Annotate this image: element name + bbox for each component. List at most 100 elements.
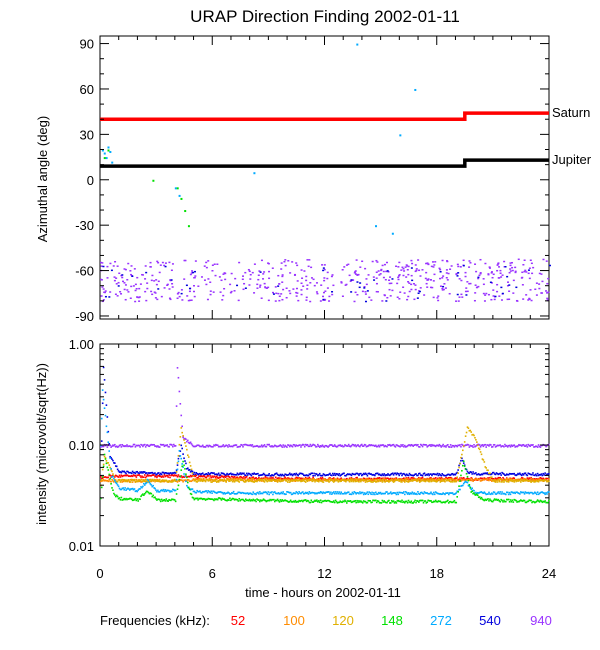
intensity-point bbox=[366, 478, 369, 480]
intensity-point bbox=[258, 446, 260, 448]
intensity-point bbox=[483, 472, 486, 475]
intensity-point bbox=[320, 491, 323, 494]
intensity-point bbox=[529, 491, 531, 494]
intensity-point bbox=[533, 446, 535, 448]
intensity-point bbox=[295, 478, 298, 480]
intensity-point bbox=[418, 477, 420, 479]
azimuth-point bbox=[401, 266, 404, 269]
intensity-point bbox=[201, 472, 203, 475]
azimuth-point bbox=[124, 268, 127, 271]
x-tick-label: 24 bbox=[542, 566, 556, 581]
azimuth-point bbox=[511, 269, 514, 272]
intensity-point bbox=[350, 479, 353, 482]
intensity-point bbox=[372, 444, 374, 447]
intensity-point bbox=[100, 446, 102, 448]
intensity-point bbox=[147, 475, 150, 477]
intensity-point bbox=[329, 444, 331, 446]
intensity-point bbox=[225, 475, 227, 478]
intensity-point bbox=[243, 472, 245, 475]
intensity-point bbox=[223, 473, 226, 475]
intensity-point bbox=[214, 479, 216, 482]
azimuth-point bbox=[281, 274, 284, 276]
intensity-point bbox=[124, 479, 126, 482]
intensity-point bbox=[129, 445, 132, 448]
intensity-point bbox=[212, 480, 214, 482]
azimuth-point bbox=[432, 266, 435, 268]
intensity-point bbox=[534, 446, 536, 448]
intensity-point bbox=[355, 492, 357, 495]
intensity-point bbox=[213, 472, 215, 474]
intensity-point bbox=[532, 479, 534, 482]
azimuth-point bbox=[414, 270, 417, 273]
intensity-point bbox=[237, 446, 240, 448]
intensity-point bbox=[410, 476, 413, 479]
intensity-point bbox=[224, 445, 227, 447]
intensity-point bbox=[389, 502, 392, 504]
intensity-point bbox=[109, 457, 111, 459]
intensity-ytick-label: 0.01 bbox=[69, 539, 94, 554]
intensity-point bbox=[442, 501, 444, 504]
intensity-point bbox=[382, 478, 385, 481]
intensity-point bbox=[380, 502, 383, 504]
intensity-point bbox=[479, 497, 482, 500]
intensity-point bbox=[232, 490, 235, 493]
intensity-point bbox=[413, 501, 415, 503]
intensity-point bbox=[367, 493, 370, 496]
intensity-point bbox=[194, 479, 197, 482]
intensity-point bbox=[400, 491, 402, 494]
intensity-point bbox=[485, 493, 487, 496]
intensity-point bbox=[530, 499, 532, 502]
intensity-point bbox=[193, 498, 196, 501]
azimuth-point bbox=[402, 274, 405, 277]
intensity-point bbox=[388, 474, 390, 476]
intensity-point bbox=[375, 472, 378, 475]
intensity-point bbox=[128, 489, 131, 491]
intensity-point bbox=[436, 480, 439, 482]
azimuth-point bbox=[164, 265, 167, 268]
intensity-point bbox=[448, 492, 451, 494]
intensity-point bbox=[151, 495, 154, 498]
intensity-point bbox=[338, 479, 341, 482]
intensity-point bbox=[137, 500, 140, 502]
intensity-point bbox=[453, 479, 456, 482]
intensity-point bbox=[511, 445, 514, 448]
azimuth-point bbox=[187, 225, 190, 228]
intensity-point bbox=[235, 477, 238, 480]
azimuth-point bbox=[130, 265, 133, 267]
intensity-point bbox=[439, 444, 442, 447]
intensity-point bbox=[248, 473, 251, 475]
intensity-point bbox=[122, 480, 125, 483]
intensity-point bbox=[171, 498, 173, 501]
intensity-point bbox=[462, 478, 464, 481]
intensity-point bbox=[394, 479, 397, 482]
intensity-point bbox=[213, 480, 215, 482]
intensity-point bbox=[381, 492, 384, 495]
intensity-point bbox=[153, 474, 155, 476]
intensity-point bbox=[542, 480, 545, 482]
intensity-point bbox=[523, 477, 526, 480]
azimuth-point bbox=[310, 277, 313, 279]
azimuth-point bbox=[424, 277, 427, 280]
intensity-point bbox=[340, 474, 343, 476]
intensity-point bbox=[331, 492, 334, 494]
intensity-point bbox=[194, 497, 197, 500]
intensity-point bbox=[389, 502, 391, 504]
azimuth-point bbox=[192, 290, 195, 293]
intensity-point bbox=[195, 497, 198, 500]
intensity-point bbox=[411, 478, 414, 481]
intensity-point bbox=[356, 478, 358, 481]
intensity-point bbox=[505, 479, 507, 482]
intensity-point bbox=[291, 480, 294, 482]
azimuth-point bbox=[331, 293, 334, 296]
azimuth-point bbox=[441, 289, 444, 291]
intensity-point bbox=[233, 475, 236, 478]
intensity-point bbox=[151, 485, 154, 488]
intensity-point bbox=[244, 443, 247, 446]
intensity-point bbox=[433, 478, 436, 481]
intensity-point bbox=[131, 445, 134, 448]
intensity-point bbox=[324, 474, 327, 477]
intensity-point bbox=[157, 445, 159, 447]
intensity-point bbox=[285, 479, 287, 482]
azimuth-point bbox=[482, 278, 485, 280]
intensity-point bbox=[509, 493, 512, 496]
